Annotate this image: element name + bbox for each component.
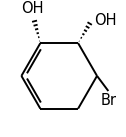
- Text: OH: OH: [22, 1, 44, 16]
- Text: Br: Br: [101, 93, 117, 108]
- Text: OH: OH: [94, 13, 116, 28]
